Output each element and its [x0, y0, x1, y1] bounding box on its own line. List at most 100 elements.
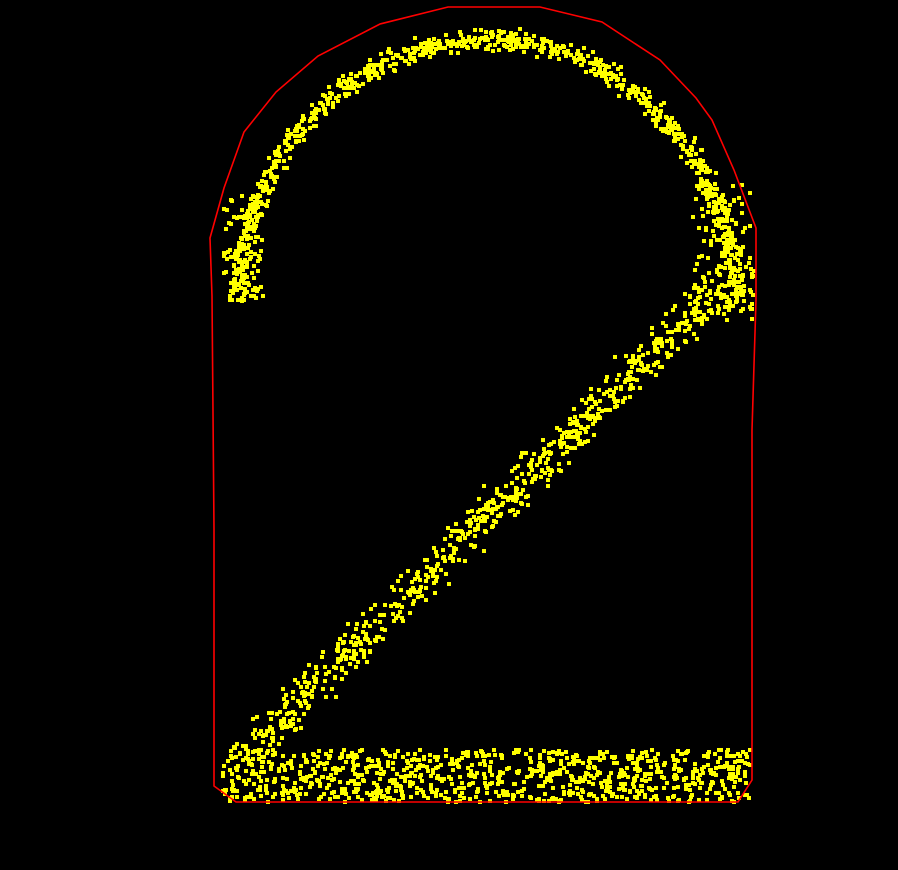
point: [447, 41, 451, 45]
point: [720, 226, 724, 230]
point: [300, 133, 304, 137]
point: [355, 83, 359, 87]
point: [723, 208, 727, 212]
point: [603, 68, 607, 72]
point: [404, 774, 408, 778]
point: [620, 795, 624, 799]
point: [542, 799, 546, 803]
point: [245, 264, 249, 268]
point: [560, 434, 564, 438]
point: [555, 52, 559, 56]
point: [717, 272, 721, 276]
point: [458, 775, 462, 779]
point: [575, 754, 579, 758]
point: [308, 126, 312, 130]
point: [598, 750, 602, 754]
point: [408, 774, 412, 778]
point: [352, 779, 356, 783]
point: [253, 286, 257, 290]
point: [744, 781, 748, 785]
point: [580, 798, 584, 802]
point: [748, 191, 752, 195]
point: [739, 253, 743, 257]
point: [254, 224, 258, 228]
point: [447, 582, 451, 586]
point: [361, 630, 365, 634]
point: [279, 723, 283, 727]
point: [595, 799, 599, 803]
point: [437, 39, 441, 43]
point: [259, 212, 263, 216]
point: [290, 766, 294, 770]
point: [514, 32, 518, 36]
point: [293, 788, 297, 792]
point: [662, 101, 666, 105]
point: [693, 283, 697, 287]
point: [472, 515, 476, 519]
point: [696, 286, 700, 290]
point: [735, 294, 739, 298]
point: [480, 36, 484, 40]
point: [628, 387, 632, 391]
point: [397, 799, 401, 803]
point: [692, 140, 696, 144]
point: [310, 111, 314, 115]
point: [564, 750, 568, 754]
point: [375, 635, 379, 639]
point: [694, 299, 698, 303]
point: [626, 377, 630, 381]
point: [528, 795, 532, 799]
point: [251, 210, 255, 214]
point: [687, 783, 691, 787]
point: [512, 751, 516, 755]
point: [336, 795, 340, 799]
point: [356, 795, 360, 799]
point: [697, 255, 701, 259]
point: [239, 236, 243, 240]
point: [541, 41, 545, 45]
point: [655, 763, 659, 767]
point: [728, 262, 732, 266]
point: [615, 404, 619, 408]
point: [380, 66, 384, 70]
point: [281, 784, 285, 788]
point: [401, 755, 405, 759]
point: [593, 419, 597, 423]
point: [722, 765, 726, 769]
point: [410, 758, 414, 762]
point: [619, 385, 623, 389]
point: [748, 256, 752, 260]
point: [654, 786, 658, 790]
point: [317, 108, 321, 112]
point: [594, 73, 598, 77]
point: [539, 774, 543, 778]
point: [402, 596, 406, 600]
point: [326, 102, 330, 106]
point: [720, 251, 724, 255]
point: [351, 760, 355, 764]
point: [421, 53, 425, 57]
point: [260, 760, 264, 764]
point: [283, 703, 287, 707]
point: [695, 769, 699, 773]
point: [315, 778, 319, 782]
point: [681, 144, 685, 148]
point: [718, 292, 722, 296]
point: [221, 789, 225, 793]
point: [640, 784, 644, 788]
point: [386, 764, 390, 768]
point: [555, 44, 559, 48]
point: [710, 279, 714, 283]
point: [230, 779, 234, 783]
point: [516, 790, 520, 794]
point: [347, 796, 351, 800]
point: [491, 498, 495, 502]
point: [600, 785, 604, 789]
point: [579, 795, 583, 799]
point: [714, 171, 718, 175]
point: [229, 281, 233, 285]
point: [486, 501, 490, 505]
point: [224, 270, 228, 274]
point: [252, 276, 256, 280]
point: [658, 114, 662, 118]
